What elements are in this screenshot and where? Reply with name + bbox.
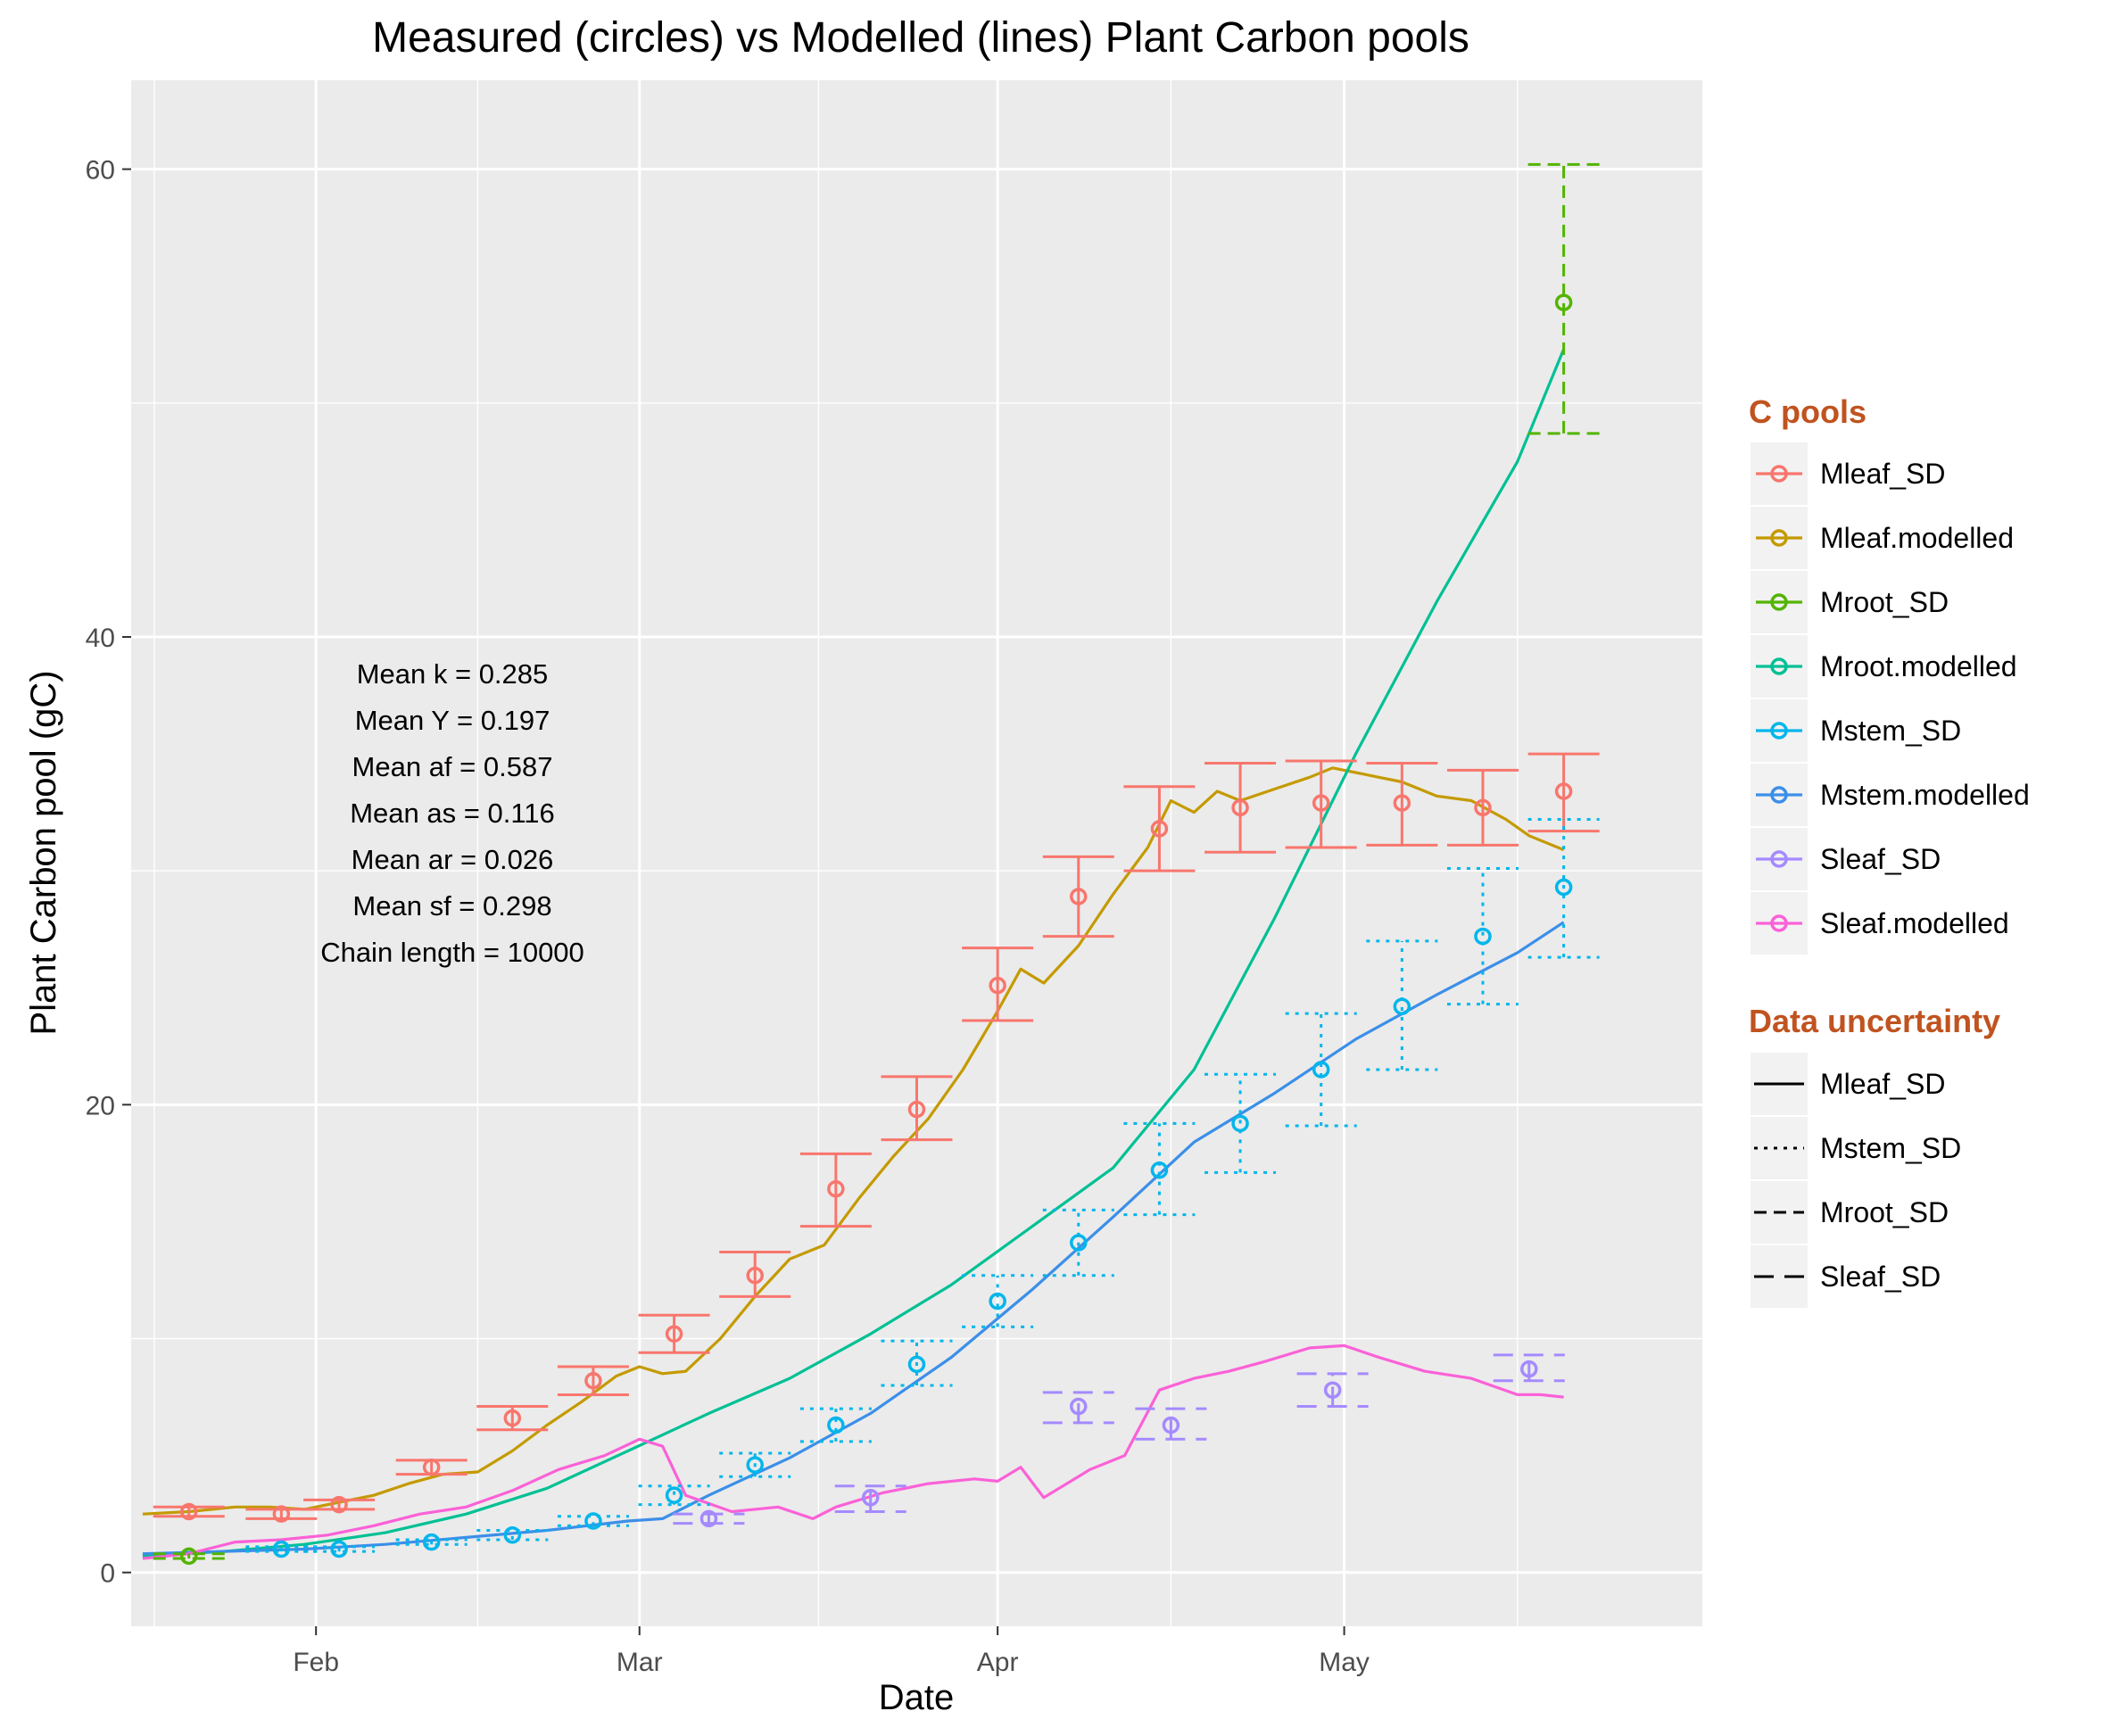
grid-layer xyxy=(131,80,1702,1626)
data-point xyxy=(1150,1161,1169,1179)
y-axis-title: Plant Carbon pool (gC) xyxy=(24,670,63,1035)
data-point xyxy=(1070,1234,1088,1252)
axis-layer: 0 20 40 60 Feb Mar Apr May xyxy=(86,156,1370,1677)
legend-key-point xyxy=(1770,850,1788,868)
data-point xyxy=(746,1266,764,1285)
data-point xyxy=(827,1416,845,1434)
data-point xyxy=(1474,927,1492,946)
line-Sleaf.modelled xyxy=(142,1343,1564,1560)
annotation-line: Mean af = 0.587 xyxy=(352,751,553,782)
legend-key-point xyxy=(1770,593,1788,611)
data-point xyxy=(1474,798,1492,817)
annotation-line: Mean sf = 0.298 xyxy=(352,890,551,922)
y-tick-label: 20 xyxy=(86,1091,115,1120)
line-Mroot.modelled xyxy=(142,348,1566,1558)
data-point xyxy=(827,1179,845,1198)
legend-key-point xyxy=(1770,465,1788,483)
plot-panel xyxy=(131,80,1702,1626)
legend-item-label: Mstem_SD xyxy=(1820,715,1961,747)
legend-item-label: Mstem.modelled xyxy=(1820,779,2030,811)
data-point xyxy=(989,1292,1006,1310)
data-point xyxy=(179,1502,198,1521)
data-point xyxy=(272,1540,291,1558)
data-point xyxy=(503,1526,522,1544)
data-point xyxy=(861,1489,880,1507)
annotation-line: Mean as = 0.116 xyxy=(350,798,555,829)
series-Sleaf_SD xyxy=(673,1353,1565,1528)
legend-title-linetype: Data uncertainty xyxy=(1749,1003,2000,1039)
legend-key xyxy=(1751,1117,1808,1179)
data-point xyxy=(1070,888,1088,905)
series-Mroot_SD xyxy=(153,162,1600,1566)
annotation-line: Mean Y = 0.197 xyxy=(355,705,550,736)
data-point xyxy=(665,1486,683,1504)
y-tick-label: 0 xyxy=(100,1559,115,1589)
series-layer xyxy=(142,162,1600,1566)
data-point xyxy=(1323,1381,1342,1399)
annotation-box: Mean k = 0.285 Mean Y = 0.197 Mean af = 0.… xyxy=(320,658,584,968)
data-point xyxy=(330,1540,348,1558)
data-point xyxy=(1070,1397,1088,1416)
legend-item-label: Sleaf_SD xyxy=(1820,843,1941,875)
x-tick-label: Feb xyxy=(293,1648,339,1677)
legend-key-point xyxy=(1770,914,1788,932)
data-point xyxy=(584,1512,602,1530)
data-point xyxy=(989,976,1006,995)
data-point xyxy=(422,1458,441,1476)
data-point xyxy=(584,1371,602,1390)
data-point xyxy=(1554,878,1573,897)
legend-key-point xyxy=(1770,657,1788,675)
legend-item-label: Sleaf.modelled xyxy=(1820,907,2009,939)
data-point xyxy=(1150,820,1169,838)
legend: C pools Mleaf_SD Mleaf.modelled Mroot_SD Mro… xyxy=(1749,393,2030,1308)
data-point xyxy=(1312,1061,1330,1079)
legend-item-label: Mstem_SD xyxy=(1820,1132,1961,1164)
data-point xyxy=(422,1533,441,1551)
data-point xyxy=(1520,1360,1538,1378)
annotation-line: Mean ar = 0.026 xyxy=(352,844,554,875)
data-point xyxy=(330,1495,348,1514)
legend-key-point xyxy=(1770,786,1788,804)
chart-title: Measured (circles) vs Modelled (lines) P… xyxy=(372,14,1469,62)
data-point xyxy=(1231,798,1249,817)
legend-item-label: Mleaf.modelled xyxy=(1820,522,2014,554)
legend-key-point xyxy=(1770,722,1788,740)
data-point xyxy=(1231,1114,1249,1133)
data-point xyxy=(665,1325,683,1343)
data-point xyxy=(1393,794,1411,812)
x-tick-label: May xyxy=(1319,1648,1370,1677)
data-point xyxy=(1162,1416,1180,1434)
legend-key-point xyxy=(1770,529,1788,547)
data-point xyxy=(503,1409,522,1427)
legend-item-label: Mroot_SD xyxy=(1820,1196,1949,1228)
annotation-line: Chain length = 10000 xyxy=(320,937,584,968)
data-point xyxy=(907,1355,926,1374)
x-tick-label: Mar xyxy=(617,1648,663,1677)
data-point xyxy=(1393,997,1411,1015)
data-point xyxy=(699,1509,718,1528)
series-Mstem_SD xyxy=(245,817,1600,1558)
data-point xyxy=(746,1456,764,1474)
data-point xyxy=(1554,782,1573,800)
annotation-line: Mean k = 0.285 xyxy=(357,658,549,690)
data-point xyxy=(1554,293,1573,311)
data-point xyxy=(179,1547,198,1566)
legend-item-label: Mroot.modelled xyxy=(1820,650,2017,682)
x-tick-label: Apr xyxy=(977,1648,1019,1677)
legend-item-label: Mroot_SD xyxy=(1820,586,1949,618)
data-point xyxy=(272,1505,291,1523)
data-point xyxy=(1312,794,1330,812)
legend-item-label: Mleaf_SD xyxy=(1820,458,1946,490)
data-point xyxy=(907,1100,926,1119)
line-Mleaf.modelled xyxy=(142,766,1565,1516)
legend-item-label: Sleaf_SD xyxy=(1820,1261,1941,1293)
legend-item-label: Mleaf_SD xyxy=(1820,1068,1946,1100)
y-tick-label: 40 xyxy=(86,624,115,653)
legend-title-colour: C pools xyxy=(1749,393,1867,430)
x-axis-title: Date xyxy=(879,1678,955,1717)
y-tick-label: 60 xyxy=(86,156,115,186)
series-Mleaf_SD xyxy=(153,752,1600,1523)
